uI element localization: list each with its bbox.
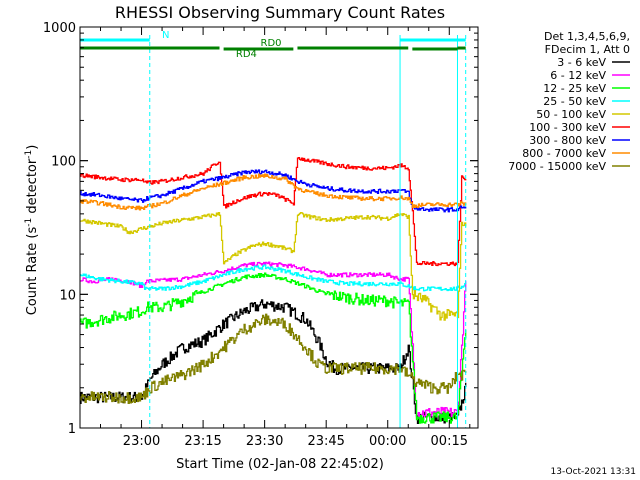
legend-label: 50 - 100 keV xyxy=(536,108,606,121)
legend-header-line: FDecim 1, Att 0 xyxy=(545,43,630,56)
legend-label: 3 - 6 keV xyxy=(557,56,606,69)
series-line-2 xyxy=(80,272,467,424)
legend-label: 300 - 800 keV xyxy=(529,134,606,147)
series-line-4 xyxy=(80,211,467,321)
x-tick-label: 23:15 xyxy=(184,434,221,449)
series-line-5 xyxy=(80,157,467,267)
x-tick-label: 23:30 xyxy=(246,434,283,449)
footer-timestamp: 13-Oct-2021 13:31 xyxy=(551,467,636,477)
legend-label: 12 - 25 keV xyxy=(543,82,606,95)
flag-label-rd0: RD0 xyxy=(261,38,282,49)
series-line-6 xyxy=(80,169,467,213)
x-tick-label: 23:00 xyxy=(123,434,160,449)
series-line-8 xyxy=(80,313,467,404)
legend-label: 800 - 7000 keV xyxy=(522,147,606,160)
legend-label: 25 - 50 keV xyxy=(543,95,606,108)
y-tick-label: 10 xyxy=(59,288,76,303)
plot-area: N RD0 RD4 xyxy=(79,26,479,429)
x-tick-label: 00:15 xyxy=(431,434,468,449)
x-axis: 23:00 23:15 23:30 23:45 00:00 00:15 xyxy=(79,27,471,449)
y-tick-label: 1 xyxy=(68,422,76,437)
y-axis-label: Count Rate (s-1 detector-1) xyxy=(24,145,40,316)
series-line-3 xyxy=(80,264,467,292)
y-axis-label-end: ) xyxy=(25,145,40,150)
x-tick-label: 23:45 xyxy=(307,434,344,449)
y-axis: 1 10 100 1000 xyxy=(43,21,478,437)
x-axis-label: Start Time (02-Jan-08 22:45:02) xyxy=(176,457,384,472)
legend-label: 6 - 12 keV xyxy=(550,69,606,82)
flag-label-n: N xyxy=(162,30,169,41)
y-tick-label: 1000 xyxy=(43,21,76,36)
x-tick-label: 00:00 xyxy=(369,434,406,449)
legend: Det 1,3,4,5,6,9,FDecim 1, Att 03 - 6 keV… xyxy=(508,30,630,173)
y-axis-label-mid: detector xyxy=(25,158,40,218)
plot-frame xyxy=(79,26,479,429)
y-axis-label-sup1: -1 xyxy=(24,218,34,227)
chart-title: RHESSI Observing Summary Count Rates xyxy=(115,3,445,22)
flag-label-rd4: RD4 xyxy=(236,49,257,60)
series-line-7 xyxy=(80,173,467,211)
legend-label: 100 - 300 keV xyxy=(529,121,606,134)
y-axis-label-main: Count Rate (s xyxy=(25,227,40,316)
y-tick-label: 100 xyxy=(51,155,76,170)
y-axis-label-sup2: -1 xyxy=(24,150,34,159)
legend-header-line: Det 1,3,4,5,6,9, xyxy=(544,30,630,43)
legend-label: 7000 - 15000 keV xyxy=(508,160,606,173)
